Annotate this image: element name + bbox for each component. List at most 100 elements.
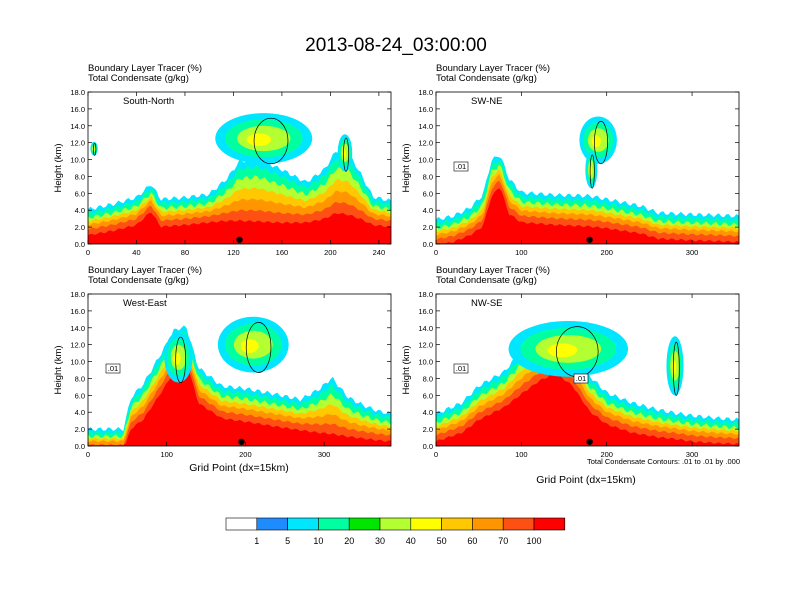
colorbar-swatch — [348, 517, 381, 531]
y-tick-label: 0.0 — [75, 442, 85, 451]
x-tick-label: 300 — [318, 450, 331, 459]
panel-subtitle-condensate: Total Condensate (g/kg) — [436, 275, 537, 286]
panel-south-north: 0.0 2.0 4.0 6.0 8.0 10.0 12.0 14.0 16.0 18.0 0 40 80… — [53, 63, 392, 257]
y-tick-label: 8.0 — [75, 172, 85, 181]
colorbar-swatch — [287, 517, 319, 531]
cloud-1-yellow — [589, 165, 593, 176]
tracer-level-6 — [88, 212, 391, 244]
y-axis-label: Height (km) — [53, 143, 64, 192]
y-tick-label: 2.0 — [75, 223, 85, 232]
plot-frame — [87, 91, 392, 245]
y-tick-label: 8.0 — [75, 374, 85, 383]
tracer-field — [436, 294, 739, 446]
x-tick-label: 300 — [686, 248, 699, 257]
colorbar-label: 1 — [254, 536, 259, 546]
cloud-1-yellow — [173, 352, 181, 365]
y-tick-label: 14.0 — [418, 122, 433, 131]
x-tick-label: 100 — [515, 450, 528, 459]
cloud-0-yellow — [591, 135, 601, 148]
y-tick-label: 6.0 — [423, 189, 433, 198]
y-tick-label: 12.0 — [418, 341, 433, 350]
surface-marker — [586, 236, 593, 243]
tracer-field — [436, 92, 739, 244]
colorbar-label: 100 — [526, 536, 541, 546]
contour-label-box — [453, 363, 469, 374]
panel-subtitle-tracer: Boundary Layer Tracer (%) — [436, 265, 550, 276]
colorbar-label: 5 — [285, 536, 290, 546]
y-tick-label: 2.0 — [423, 425, 433, 434]
panel-label: NW-SE — [471, 298, 503, 309]
contour-label: .01 — [576, 374, 586, 383]
condensate-contour-1 — [589, 154, 595, 189]
contour-label-box — [105, 363, 121, 374]
x-tick-label: 0 — [86, 248, 90, 257]
y-tick-label: 8.0 — [423, 374, 433, 383]
cloud-0-yellow — [246, 133, 272, 147]
y-tick-label: 14.0 — [418, 324, 433, 333]
y-tick-label: 10.0 — [70, 156, 85, 165]
x-tick-label: 40 — [132, 248, 140, 257]
surface-marker — [586, 438, 593, 445]
y-tick-label: 10.0 — [418, 358, 433, 367]
panel-subtitle-tracer: Boundary Layer Tracer (%) — [88, 63, 202, 74]
y-tick-label: 12.0 — [70, 341, 85, 350]
colorbar-swatch — [472, 517, 504, 531]
tracer-level-6 — [88, 361, 391, 446]
x-tick-label: 160 — [276, 248, 289, 257]
y-tick-label: 12.0 — [70, 139, 85, 148]
x-tick-label: 200 — [324, 248, 337, 257]
y-tick-label: 10.0 — [418, 156, 433, 165]
colorbar-label: 10 — [313, 536, 323, 546]
y-tick-label: 4.0 — [75, 206, 85, 215]
plot-frame — [435, 293, 740, 447]
cloud-0-yellow — [547, 343, 578, 358]
panels-group: 0.0 2.0 4.0 6.0 8.0 10.0 12.0 14.0 16.0 18.0 0 40 80… — [53, 63, 740, 459]
x-tick-label: 100 — [160, 450, 173, 459]
y-tick-label: 16.0 — [70, 307, 85, 316]
colorbar-swatch — [225, 517, 258, 531]
colorbar-swatch — [410, 517, 442, 531]
y-tick-label: 8.0 — [423, 172, 433, 181]
y-tick-label: 14.0 — [70, 324, 85, 333]
tracer-level-6 — [436, 188, 739, 244]
panel-subtitle-tracer: Boundary Layer Tracer (%) — [436, 63, 550, 74]
y-tick-label: 16.0 — [418, 307, 433, 316]
y-tick-label: 2.0 — [75, 425, 85, 434]
colorbar-label: 20 — [344, 536, 354, 546]
x-tick-label: 200 — [239, 450, 252, 459]
y-tick-label: 16.0 — [418, 105, 433, 114]
panel-subtitle-condensate: Total Condensate (g/kg) — [88, 73, 189, 84]
y-tick-label: 12.0 — [418, 139, 433, 148]
y-tick-label: 6.0 — [75, 189, 85, 198]
y-tick-label: 4.0 — [423, 206, 433, 215]
x-tick-label: 300 — [686, 450, 699, 459]
x-tick-label: 200 — [600, 248, 613, 257]
surface-marker — [238, 438, 245, 445]
colorbar-label: 70 — [498, 536, 508, 546]
x-tick-label: 0 — [86, 450, 90, 459]
y-tick-label: 4.0 — [75, 408, 85, 417]
panel-sw-ne: .01 0.0 2.0 4.0 6.0 8.0 10.0 12.0 14.0 16.0 18.0 0 1… — [401, 63, 740, 257]
x-axis-label-left: Grid Point (dx=15km) — [189, 462, 289, 474]
y-tick-label: 4.0 — [423, 408, 433, 417]
condensate-contour-2 — [92, 142, 97, 156]
footnote: Total Condensate Contours: .01 to .01 by… — [587, 457, 740, 466]
x-tick-label: 0 — [434, 450, 438, 459]
y-tick-label: 18.0 — [70, 88, 85, 97]
x-axis-label-right: Grid Point (dx=15km) — [536, 474, 636, 486]
x-tick-label: 200 — [600, 450, 613, 459]
x-tick-label: 0 — [434, 248, 438, 257]
colorbar-label: 30 — [375, 536, 385, 546]
y-tick-label: 10.0 — [70, 358, 85, 367]
y-axis-label: Height (km) — [401, 143, 412, 192]
tracer-field — [88, 92, 391, 244]
y-tick-label: 14.0 — [70, 122, 85, 131]
y-tick-label: 0.0 — [423, 442, 433, 451]
contour-label: .01 — [456, 162, 466, 171]
y-axis-label: Height (km) — [401, 345, 412, 394]
surface-marker — [236, 236, 243, 243]
x-tick-label: 80 — [181, 248, 189, 257]
y-tick-label: 2.0 — [423, 223, 433, 232]
x-tick-label: 240 — [373, 248, 386, 257]
colorbar-swatch — [441, 517, 473, 531]
